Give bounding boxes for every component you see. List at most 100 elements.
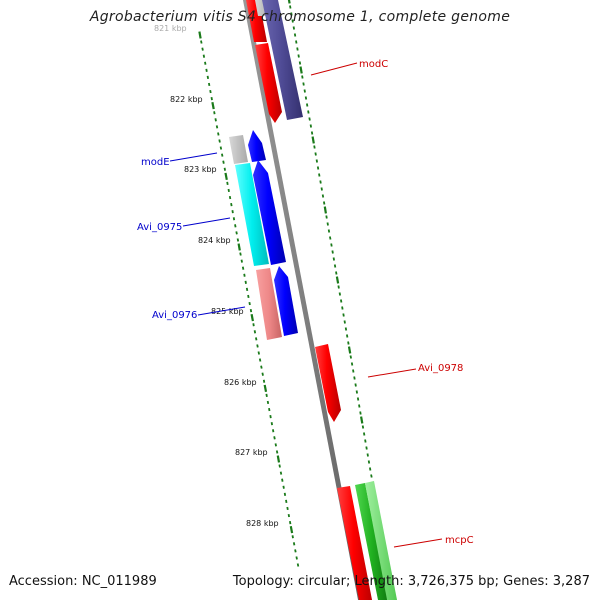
ruler-dot — [204, 61, 207, 65]
ruler-dot — [327, 229, 331, 233]
ruler-dot — [219, 146, 223, 150]
ruler-dot — [290, 12, 293, 16]
tick-label-828: 828 kbp — [246, 519, 279, 528]
ruler-dot — [226, 181, 229, 186]
ruler-dot — [308, 117, 311, 121]
ruler-dot — [211, 101, 215, 110]
ruler-dot — [316, 166, 320, 170]
ruler-dot — [279, 471, 283, 475]
ruler-dot — [262, 379, 266, 383]
ruler-dot — [366, 453, 369, 457]
ruler-dot — [323, 206, 327, 214]
leader-line-Avi_0976 — [197, 306, 246, 316]
tick-label-823: 823 kbp — [184, 165, 217, 174]
ruler-dot — [307, 110, 310, 114]
leader-line-modC — [310, 62, 358, 76]
ruler-dot — [335, 271, 338, 275]
ruler-dot — [296, 563, 300, 567]
ruler-dot — [340, 299, 343, 303]
ruler-dot — [273, 436, 276, 440]
ruler-dot — [245, 287, 249, 292]
ruler-dot — [295, 556, 298, 560]
ruler-dot — [266, 400, 270, 405]
gene-block — [337, 486, 373, 604]
gene-label-Avi_0976[interactable]: Avi_0976 — [152, 310, 197, 321]
gene-block — [365, 481, 398, 604]
ruler-dot — [341, 306, 344, 310]
ruler-dot — [296, 47, 299, 51]
tick-label-824: 824 kbp — [198, 236, 231, 245]
leader-line-Avi_0975 — [182, 217, 231, 227]
ruler-dot — [332, 257, 335, 261]
ruler-dot — [255, 337, 258, 341]
ruler-dot — [239, 252, 242, 256]
ruler-dot — [237, 243, 241, 251]
ruler-dot — [292, 542, 296, 546]
ruler-dot — [278, 464, 281, 468]
ruler-dot — [306, 103, 309, 107]
ruler-dot — [295, 40, 298, 44]
ruler-dot — [346, 334, 349, 338]
ruler-dot — [289, 525, 294, 534]
tick-label-822: 822 kbp — [170, 95, 203, 104]
ruler-dot — [218, 139, 221, 143]
tick-label-825: 825 kbp — [211, 307, 244, 316]
gene-label-Avi_0975[interactable]: Avi_0975 — [137, 222, 182, 233]
ruler-dot — [330, 243, 333, 247]
ruler-dot — [287, 513, 290, 518]
gene-label-modC[interactable]: modC — [359, 59, 388, 70]
ruler-dot — [304, 96, 308, 100]
ruler-dot — [313, 145, 316, 149]
ruler-dot — [283, 492, 287, 496]
gene-block — [253, 160, 286, 265]
ruler-dot — [335, 276, 340, 284]
ruler-dot — [326, 222, 329, 226]
ruler-dot — [236, 238, 240, 242]
tick-label-826: 826 kbp — [224, 378, 257, 387]
ruler-dot — [268, 407, 271, 412]
ruler-dot — [240, 259, 243, 263]
ruler-dot — [310, 131, 314, 135]
ruler-dot — [208, 82, 211, 87]
ruler-dot — [286, 506, 289, 511]
ruler-dot — [353, 376, 356, 380]
ruler-dot — [333, 264, 337, 268]
gene-label-mcpC[interactable]: mcpC — [445, 535, 474, 546]
ruler-dot — [369, 467, 372, 471]
ruler-dot — [360, 416, 364, 424]
ruler-dot — [297, 54, 300, 58]
tick-labels: 821 kbp 822 kbp 823 kbp 824 kbp 825 kbp … — [154, 24, 279, 528]
leader-line-modE — [169, 152, 218, 162]
ruler-dot — [299, 66, 303, 74]
ruler-dot — [301, 75, 304, 79]
gene-label-Avi_0978[interactable]: Avi_0978 — [418, 363, 463, 374]
gene-block — [229, 135, 248, 164]
ruler-dot — [202, 54, 206, 58]
ruler-dot — [227, 188, 230, 193]
ruler-dot — [292, 26, 295, 30]
map-title: Agrobacterium vitis S4 chromosome 1, com… — [89, 9, 511, 25]
ruler-dot — [329, 236, 332, 240]
ruler-dot — [350, 362, 354, 366]
ruler-dot — [309, 124, 312, 128]
ruler-dot — [224, 172, 228, 181]
ruler-dot — [272, 429, 275, 433]
ruler-dot — [314, 152, 317, 156]
ruler-dot — [210, 96, 213, 101]
ruler-dot — [257, 351, 260, 355]
gene-block — [246, 0, 267, 42]
ruler-dot — [223, 167, 226, 171]
gene-label-modE[interactable]: modE — [141, 157, 170, 168]
gene-block — [315, 344, 341, 422]
ruler-dot — [248, 301, 251, 306]
ruler-dot — [338, 292, 341, 296]
ruler-dot — [289, 520, 292, 525]
gene-block — [274, 266, 298, 336]
ruler-dot — [231, 210, 234, 214]
ruler-dot — [315, 159, 318, 163]
ruler-dot — [258, 358, 262, 362]
ruler-dot — [252, 323, 255, 327]
ruler-dot — [287, 0, 291, 4]
ruler-dot — [358, 404, 361, 408]
